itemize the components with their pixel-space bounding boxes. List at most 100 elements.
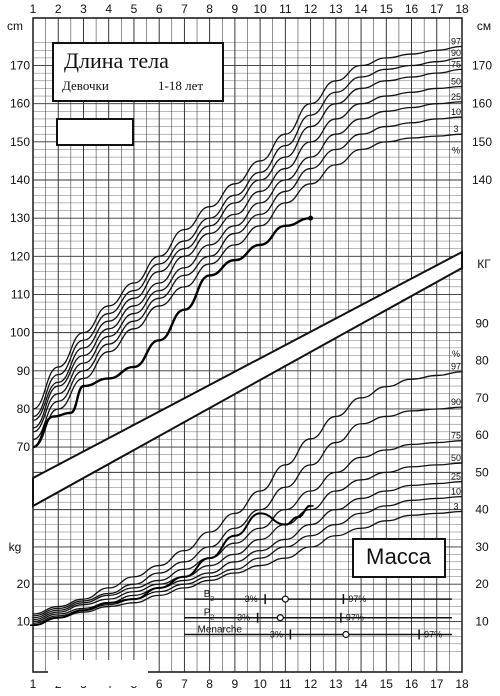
- height-percentile-line: [32, 101, 463, 433]
- puberty-p3-label: 3%: [245, 594, 258, 604]
- puberty-p97-label: 97%: [348, 594, 366, 604]
- x-tick-label-bottom: 10: [253, 677, 267, 691]
- height-tick-label-left: 100: [10, 326, 30, 340]
- x-tick-label-top: 13: [329, 2, 343, 16]
- x-tick-label-top: 9: [232, 2, 239, 16]
- x-tick-label-top: 1: [30, 2, 37, 16]
- puberty-p50-marker: [276, 614, 284, 622]
- weight-percent-mark: %: [452, 349, 460, 359]
- height-tick-label-left: 140: [10, 173, 30, 187]
- x-tick-label-top: 14: [354, 2, 368, 16]
- x-tick-label-bottom: 18: [455, 677, 469, 691]
- height-percentile-line: [32, 85, 463, 429]
- puberty-p50-marker: [281, 595, 289, 603]
- x-tick-label-bottom: 15: [380, 677, 394, 691]
- height-percentile-label: 10: [451, 107, 461, 117]
- weight-tick-label-right: 60: [475, 428, 489, 442]
- height-percentile-line: [32, 45, 463, 410]
- height-tick-label-right: 140: [472, 173, 492, 187]
- x-tick-label-bottom: 7: [181, 677, 188, 691]
- height-percentile-label: 25: [451, 92, 461, 102]
- weight-percentile-line: [32, 462, 463, 621]
- height-percentile-line: [32, 133, 463, 448]
- height-tick-label-left: 80: [17, 402, 31, 416]
- height-percentile-label: 3: [453, 124, 458, 134]
- blank-label-box-bottom: [48, 660, 148, 686]
- height-patient-point: [308, 215, 314, 221]
- weight-unit-right: КГ: [477, 257, 491, 271]
- height-unit-left: cm: [7, 19, 23, 33]
- weight-percentile-line: [32, 440, 463, 619]
- x-tick-label-top: 3: [80, 2, 87, 16]
- chart-title: Длина тела: [64, 48, 169, 73]
- height-percentile-line: [32, 57, 463, 418]
- mass-label-box: Масса: [352, 538, 446, 578]
- weight-tick-label-right: 40: [475, 503, 489, 517]
- weight-tick-label-right: 90: [475, 316, 489, 330]
- weight-tick-label-left: 20: [17, 577, 31, 591]
- blank-label-box: [56, 118, 134, 146]
- height-patient-line: [32, 216, 311, 449]
- puberty-row-sublabel: 2: [210, 596, 214, 603]
- mass-label: Масса: [366, 544, 432, 569]
- x-tick-label-top: 18: [455, 2, 469, 16]
- height-tick-label-left: 90: [17, 364, 31, 378]
- height-tick-label-left: 160: [10, 97, 30, 111]
- x-tick-label-bottom: 12: [304, 677, 318, 691]
- x-tick-label-top: 17: [430, 2, 444, 16]
- x-tick-label-top: 11: [279, 2, 292, 16]
- x-tick-label-bottom: 1: [30, 677, 37, 691]
- x-tick-label-top: 8: [206, 2, 213, 16]
- height-tick-label-left: 170: [10, 59, 30, 73]
- weight-percentile-line: [32, 371, 463, 615]
- x-tick-label-bottom: 14: [354, 677, 368, 691]
- weight-percentile-line: [32, 406, 463, 617]
- chart-title-box: Длина тела Девочки 1-18 лет: [52, 42, 224, 102]
- x-tick-label-top: 12: [304, 2, 318, 16]
- x-tick-label-top: 10: [253, 2, 267, 16]
- height-percent-mark: %: [452, 145, 460, 155]
- height-percentile-label: 90: [451, 48, 461, 58]
- x-tick-label-bottom: 13: [329, 677, 343, 691]
- height-tick-label-right: 170: [472, 59, 492, 73]
- weight-tick-label-right: 70: [475, 391, 489, 405]
- height-percentile-label: 97: [451, 36, 461, 46]
- weight-percentile-label: 3: [453, 502, 458, 512]
- x-tick-label-bottom: 6: [156, 677, 163, 691]
- puberty-p50-marker: [342, 630, 350, 639]
- x-tick-label-bottom: 17: [430, 677, 444, 691]
- height-tick-label-left: 70: [17, 440, 31, 454]
- height-tick-label-right: 160: [472, 97, 492, 111]
- puberty-p3-label: 3%: [237, 613, 250, 623]
- x-tick-label-bottom: 16: [405, 677, 419, 691]
- height-percentile-label: 50: [451, 77, 461, 87]
- x-tick-label-top: 6: [156, 2, 163, 16]
- x-tick-label-top: 2: [55, 2, 62, 16]
- weight-percentile-line: [32, 510, 463, 626]
- x-tick-label-top: 4: [105, 2, 112, 16]
- chart-subtitle-age: 1-18 лет: [158, 78, 204, 93]
- weight-percentile-label: 25: [451, 472, 461, 482]
- weight-tick-label-right: 80: [475, 354, 489, 368]
- weight-percentile-label: 90: [451, 397, 461, 407]
- weight-percentile-line: [32, 495, 463, 624]
- height-percentile-line: [32, 68, 463, 422]
- weight-tick-label-right: 30: [475, 540, 489, 554]
- height-tick-label-left: 150: [10, 135, 30, 149]
- height-percentile-line: [32, 116, 463, 441]
- separator-band: [32, 250, 463, 508]
- x-tick-label-top: 16: [405, 2, 419, 16]
- height-unit-right: см: [477, 19, 491, 33]
- puberty-row-label: P: [204, 608, 211, 619]
- puberty-p97-label: 97%: [346, 613, 364, 623]
- puberty-row-sublabel: 2: [210, 615, 214, 622]
- weight-tick-label-right: 20: [475, 577, 489, 591]
- weight-percentile-label: 97: [451, 362, 461, 372]
- height-tick-label-right: 150: [472, 135, 492, 149]
- x-tick-label-bottom: 11: [279, 677, 292, 691]
- x-tick-label-top: 5: [131, 2, 138, 16]
- x-tick-label-bottom: 9: [232, 677, 239, 691]
- height-tick-label-left: 120: [10, 249, 30, 263]
- x-tick-label-top: 15: [380, 2, 394, 16]
- weight-tick-label-left: 10: [17, 614, 31, 628]
